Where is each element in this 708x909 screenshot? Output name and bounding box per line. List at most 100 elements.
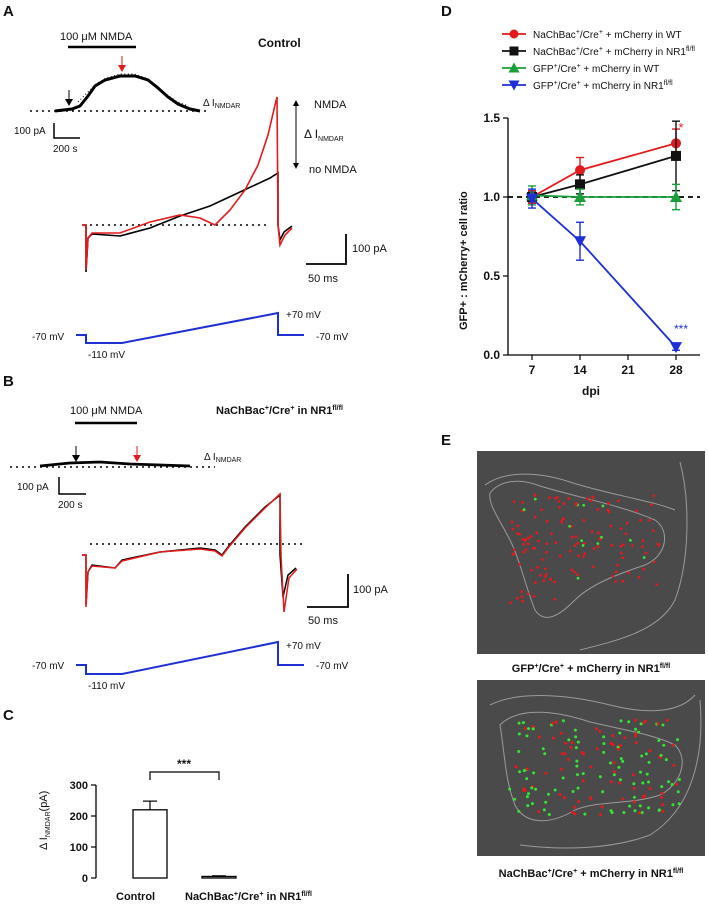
panel-b-delta-label: Δ INMDAR <box>204 452 241 464</box>
cell-dot <box>557 499 561 503</box>
cell-dot <box>623 736 627 740</box>
cell-dot <box>530 802 534 806</box>
micrograph-2-outline <box>499 711 683 822</box>
panel-b-scalebar-short <box>307 574 349 608</box>
cell-dot <box>632 786 636 790</box>
cell-dot <box>618 781 622 785</box>
panel-b-drug-label: 100 μM NMDA <box>70 405 143 417</box>
panel-a-up-arrow-icon <box>293 100 299 106</box>
cell-dot <box>516 596 519 600</box>
panel-a-scalebar-short <box>306 234 347 265</box>
cell-dot <box>652 494 655 498</box>
panel-a-v-hold-right: -70 mV <box>316 332 349 343</box>
cell-dot <box>521 721 525 725</box>
panel-d-xlabel: dpi <box>582 384 600 398</box>
cell-dot <box>643 719 647 723</box>
c-y-tick-label: 300 <box>70 780 88 792</box>
d-series-line <box>531 142 677 198</box>
cell-dot <box>616 563 619 567</box>
cell-dot <box>619 527 623 530</box>
cell-dot <box>634 727 638 731</box>
panel-a-down-arrow-icon <box>293 163 299 169</box>
panel-a-no-nmda-trace <box>82 171 293 273</box>
cell-dot <box>622 543 625 547</box>
d-legend-label: GFP+/Cre+ + mCherry in NR1fl/fl <box>533 80 673 92</box>
d-legend-label: NaChBac+/Cre+ + mCherry in WT <box>533 29 682 41</box>
cell-dot <box>526 592 530 596</box>
cell-dot <box>533 515 537 519</box>
cell-dot <box>621 759 625 763</box>
cell-dot <box>576 576 580 580</box>
cell-dot <box>576 740 580 744</box>
cell-dot <box>559 767 563 771</box>
cell-dot <box>639 722 643 726</box>
cell-dot <box>655 583 659 586</box>
d-point <box>509 46 519 56</box>
panel-d: D NaChBac+/Cre+ + mCherry in WTNaChBac+/… <box>441 3 700 398</box>
d-point <box>670 191 682 202</box>
panel-a-no-nmda-label: no NMDA <box>309 164 357 176</box>
cell-dot <box>553 788 557 792</box>
cell-dot <box>536 565 539 569</box>
cell-dot <box>619 719 623 723</box>
cell-dot <box>660 785 664 789</box>
cell-dot <box>513 797 517 801</box>
cell-dot <box>618 778 622 782</box>
c-y-tick-label: 0 <box>82 873 88 885</box>
line-chart-d: 0.0 0.5 1.0 1.5 7 14 21 28 <box>483 111 700 377</box>
cell-dot <box>637 730 641 734</box>
cell-dot <box>518 770 522 774</box>
cell-dot <box>550 532 553 536</box>
cell-dot <box>664 758 668 762</box>
cell-dot <box>616 745 620 749</box>
cell-dot <box>607 510 611 514</box>
cell-dot <box>660 796 664 800</box>
panel-d-legend: NaChBac+/Cre+ + mCherry in WT NaChBac+/Cr… <box>502 29 695 92</box>
cell-dot <box>633 800 637 804</box>
cell-dot <box>549 577 552 581</box>
cell-dot <box>638 770 642 774</box>
panel-b-voltage-protocol <box>76 640 304 675</box>
micrograph-2-outline-outer <box>489 694 702 849</box>
panel-e: E GFP+/Cre+ + mCherry in NR1fl/fl NaChBa… <box>441 432 705 880</box>
cell-dot <box>544 575 547 579</box>
cell-dot <box>616 499 620 503</box>
cell-dot <box>560 520 564 524</box>
panel-b-v-hold-left: -70 mV <box>32 661 65 672</box>
panel-a-nmda-label: NMDA <box>314 99 347 111</box>
cell-dot <box>570 741 574 745</box>
cell-dot <box>532 594 536 598</box>
cell-dot <box>510 520 514 524</box>
cell-dot <box>619 757 623 761</box>
cell-dot <box>662 743 666 747</box>
cell-dot <box>518 562 521 566</box>
cell-dot <box>609 741 613 745</box>
cell-dot <box>618 744 622 748</box>
cell-dot <box>644 752 648 756</box>
cell-dot <box>521 537 525 541</box>
cell-dot <box>511 527 515 531</box>
cell-dot <box>657 738 661 742</box>
cell-dot <box>667 780 671 784</box>
cell-dot <box>611 743 615 747</box>
cell-dot <box>582 503 586 507</box>
d-point <box>574 191 586 202</box>
c-bar <box>201 875 237 879</box>
cell-dot <box>558 554 562 558</box>
cell-dot <box>551 721 555 725</box>
panel-a: A 100 μM NMDA Control Δ INMDAR 100 pA 20… <box>3 3 388 361</box>
c-bar <box>132 809 168 879</box>
cell-dot <box>526 542 530 546</box>
cell-dot <box>589 499 593 503</box>
cell-dot <box>537 810 541 814</box>
cell-dot <box>592 547 596 550</box>
cell-dot <box>580 539 584 543</box>
d-point <box>670 342 682 354</box>
cell-dot <box>545 551 548 554</box>
cell-dot <box>573 812 577 816</box>
cell-dot <box>574 746 578 750</box>
cell-dot <box>544 772 548 776</box>
panel-b-letter: B <box>3 373 14 390</box>
cell-dot <box>610 544 614 547</box>
cell-dot <box>596 545 600 548</box>
